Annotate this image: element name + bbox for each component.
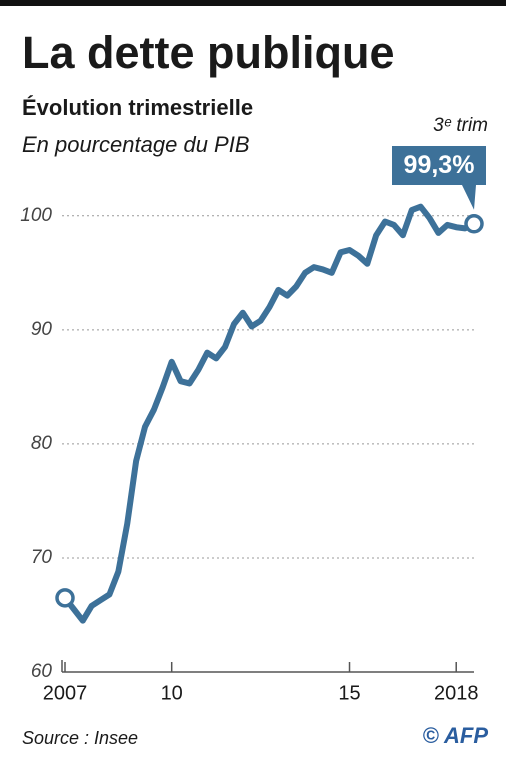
- subtitle: Évolution trimestrielle: [22, 95, 253, 120]
- source: Source : Insee: [22, 728, 138, 748]
- credit: © AFP: [422, 723, 488, 748]
- x-tick-label: 2007: [43, 682, 88, 704]
- x-tick-label: 15: [338, 682, 360, 704]
- y-tick-label: 60: [31, 661, 53, 682]
- y-tick-label: 90: [31, 319, 53, 340]
- x-tick-label: 2018: [434, 682, 479, 704]
- x-tick-label: 10: [161, 682, 183, 704]
- y-tick-label: 80: [31, 433, 53, 454]
- top-bar: [0, 0, 506, 6]
- y-tick-label: 70: [31, 547, 53, 568]
- end-marker: [55, 588, 75, 608]
- axis-label: En pourcentage du PIB: [22, 132, 250, 157]
- data-line: [62, 203, 476, 624]
- annotation: 3ᵉ trim: [433, 115, 488, 136]
- chart-title: La dette publique: [22, 27, 395, 78]
- end-marker: [464, 214, 484, 234]
- data-label: 99,3%: [404, 151, 475, 179]
- callout-box: [392, 146, 486, 210]
- y-tick-label: 100: [20, 205, 52, 226]
